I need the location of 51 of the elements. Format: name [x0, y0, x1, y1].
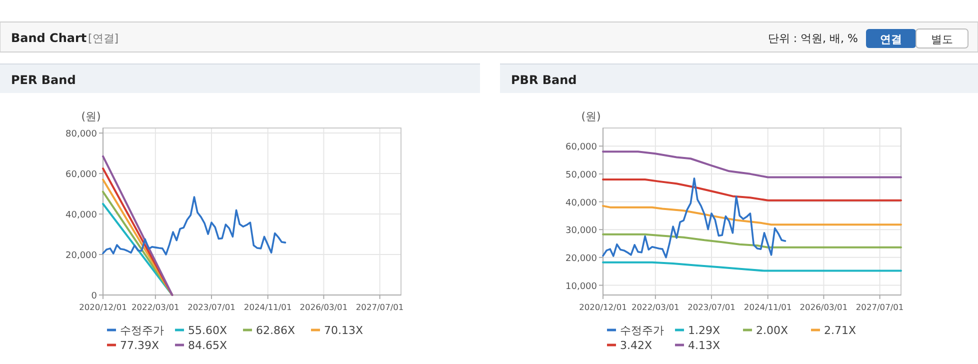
x-tick-label: 2024/11/01: [744, 302, 792, 312]
text: 단위 : 억원, 배, %: [768, 32, 858, 45]
y-tick-label: 40,000: [66, 210, 98, 221]
legend-label: 수정주가: [120, 324, 164, 337]
legend-label: 3.42X: [620, 339, 652, 352]
y-tick-label: 20,000: [566, 254, 598, 264]
line-series: [602, 204, 902, 226]
legend-label: 1.29X: [688, 324, 720, 337]
x-tick-label: 2023/07/01: [188, 302, 236, 312]
legend-label: 55.60X: [188, 324, 228, 337]
x-tick-label: 2027/07/01: [856, 302, 904, 312]
text: 연결: [880, 33, 902, 46]
y-tick-label: 60,000: [566, 142, 598, 153]
chart-title: PBR Band: [511, 73, 577, 87]
legend-label: 77.39X: [120, 339, 160, 352]
legend-label: 2.71X: [824, 324, 856, 337]
line-series: [602, 178, 902, 202]
x-tick-label: 2020/12/01: [79, 302, 127, 312]
chart-title: PER Band: [11, 73, 76, 87]
y-tick-label: 80,000: [66, 130, 98, 140]
legend-label: 84.65X: [188, 339, 228, 352]
legend-label: 2.00X: [756, 324, 788, 337]
y-tick-label: 40,000: [566, 198, 598, 208]
text: Band Chart: [11, 31, 87, 45]
x-tick-label: 2027/07/01: [356, 302, 404, 312]
y-axis-title: (원): [581, 110, 601, 123]
legend-label: 4.13X: [688, 339, 720, 352]
line-series: [602, 261, 902, 272]
x-tick-label: 2026/03/01: [300, 302, 348, 312]
y-tick-label: 0: [91, 292, 98, 302]
y-tick-label: 50,000: [566, 170, 598, 180]
y-tick-label: 10,000: [566, 282, 598, 292]
line-series: [602, 150, 902, 178]
text: [연결]: [88, 32, 119, 45]
y-tick-label: 30,000: [566, 226, 598, 236]
line-series: [602, 177, 786, 258]
x-tick-label: 2026/03/01: [800, 302, 848, 312]
y-tick-label: 60,000: [66, 170, 98, 180]
line-series: [102, 196, 286, 256]
legend-label: 70.13X: [324, 324, 364, 337]
line-series: [602, 233, 902, 248]
x-tick-label: 2023/07/01: [688, 302, 736, 312]
legend-label: 수정주가: [620, 324, 664, 337]
y-axis-title: (원): [81, 110, 101, 123]
x-tick-label: 2020/12/01: [579, 302, 627, 312]
x-tick-label: 2024/11/01: [244, 302, 292, 312]
x-tick-label: 2022/03/01: [632, 302, 680, 312]
y-tick-label: 20,000: [66, 251, 98, 262]
legend-label: 62.86X: [256, 324, 296, 337]
x-tick-label: 2022/03/01: [132, 302, 180, 312]
text: 별도: [931, 33, 953, 46]
